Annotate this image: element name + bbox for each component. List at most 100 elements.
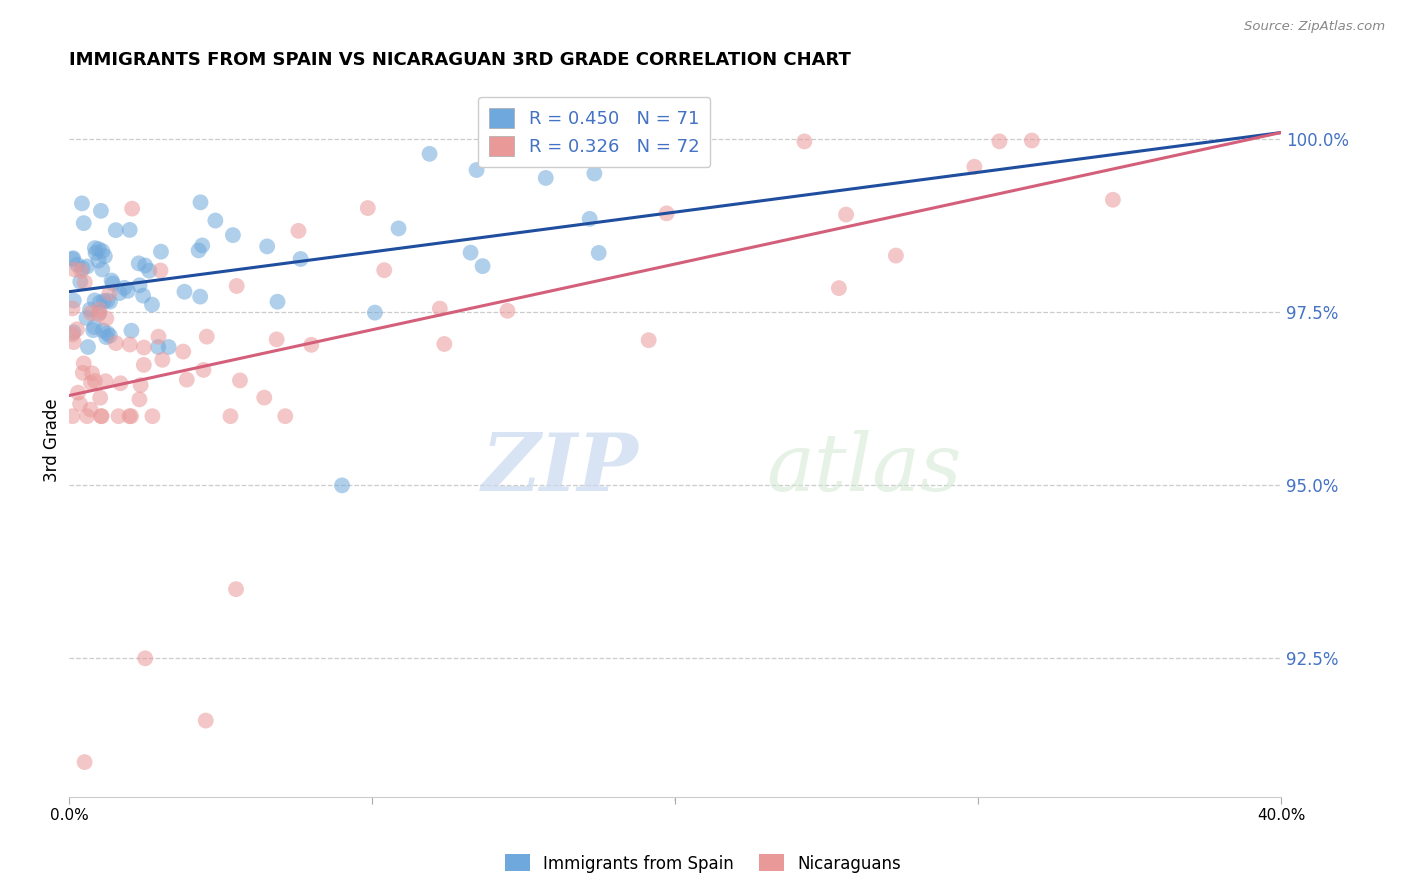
Point — [112, 281, 135, 295]
Point — [588, 246, 610, 260]
Point — [91, 244, 114, 259]
Point — [190, 195, 212, 210]
Point — [80, 366, 103, 380]
Point — [433, 337, 456, 351]
Point — [172, 344, 194, 359]
Point — [266, 332, 288, 346]
Point — [90, 203, 112, 218]
Point — [66, 322, 89, 336]
Point — [219, 409, 242, 424]
Point — [357, 201, 380, 215]
Point — [225, 279, 247, 293]
Point — [87, 253, 110, 268]
Point — [62, 293, 84, 308]
Point — [66, 385, 89, 400]
Point — [387, 221, 409, 235]
Point — [62, 335, 84, 350]
Point — [89, 306, 111, 320]
Point — [256, 239, 278, 253]
Point — [80, 306, 103, 320]
Point — [148, 340, 170, 354]
Text: IMMIGRANTS FROM SPAIN VS NICARAGUAN 3RD GRADE CORRELATION CHART: IMMIGRANTS FROM SPAIN VS NICARAGUAN 3RD … — [69, 51, 851, 69]
Point — [655, 206, 678, 220]
Text: Source: ZipAtlas.com: Source: ZipAtlas.com — [1244, 20, 1385, 33]
Point — [138, 263, 160, 277]
Point — [91, 323, 114, 337]
Point — [128, 392, 150, 407]
Point — [534, 170, 557, 185]
Point — [100, 273, 122, 287]
Point — [128, 278, 150, 293]
Point — [89, 302, 111, 317]
Point — [274, 409, 297, 424]
Point — [72, 366, 94, 380]
Point — [72, 261, 94, 276]
Point — [148, 329, 170, 343]
Point — [229, 373, 252, 387]
Point — [80, 376, 103, 390]
Point — [253, 391, 276, 405]
Point — [107, 409, 129, 424]
Point — [1021, 134, 1043, 148]
Point — [62, 252, 84, 267]
Point — [63, 262, 86, 277]
Point — [419, 146, 441, 161]
Point — [62, 409, 84, 424]
Point — [94, 249, 117, 263]
Point — [191, 238, 214, 252]
Point — [96, 311, 118, 326]
Point — [963, 160, 986, 174]
Point — [90, 409, 112, 424]
Point — [141, 409, 163, 424]
Point — [121, 202, 143, 216]
Point — [73, 216, 96, 230]
Point — [132, 288, 155, 302]
Point — [96, 293, 118, 308]
Point — [79, 302, 101, 317]
Point — [84, 246, 107, 260]
Point — [70, 196, 93, 211]
Point — [884, 249, 907, 263]
Point — [96, 330, 118, 344]
Point — [94, 374, 117, 388]
Point — [69, 397, 91, 411]
Point — [73, 356, 96, 370]
Point — [835, 208, 858, 222]
Point — [471, 259, 494, 273]
Point — [98, 286, 121, 301]
Point — [583, 166, 606, 180]
Point — [134, 259, 156, 273]
Point — [70, 264, 93, 278]
Point — [69, 275, 91, 289]
Point — [104, 336, 127, 351]
Point — [173, 285, 195, 299]
Legend: Immigrants from Spain, Nicaraguans: Immigrants from Spain, Nicaraguans — [498, 847, 908, 880]
Point — [83, 293, 105, 308]
Point — [62, 327, 84, 342]
Point — [108, 286, 131, 301]
Point — [157, 340, 180, 354]
Point — [98, 328, 121, 343]
Point — [82, 323, 104, 337]
Point — [187, 244, 209, 258]
Point — [141, 297, 163, 311]
Point — [104, 223, 127, 237]
Point — [134, 651, 156, 665]
Point — [149, 244, 172, 259]
Point — [150, 352, 173, 367]
Point — [83, 320, 105, 334]
Point — [120, 409, 142, 424]
Point — [578, 211, 600, 226]
Point — [149, 263, 172, 277]
Point — [496, 303, 519, 318]
Point — [118, 223, 141, 237]
Point — [299, 338, 322, 352]
Point — [222, 228, 245, 243]
Point — [62, 251, 84, 265]
Point — [110, 376, 132, 391]
Point — [429, 301, 451, 316]
Text: atlas: atlas — [766, 430, 962, 508]
Point — [118, 409, 141, 424]
Point — [93, 293, 115, 308]
Point — [66, 258, 89, 272]
